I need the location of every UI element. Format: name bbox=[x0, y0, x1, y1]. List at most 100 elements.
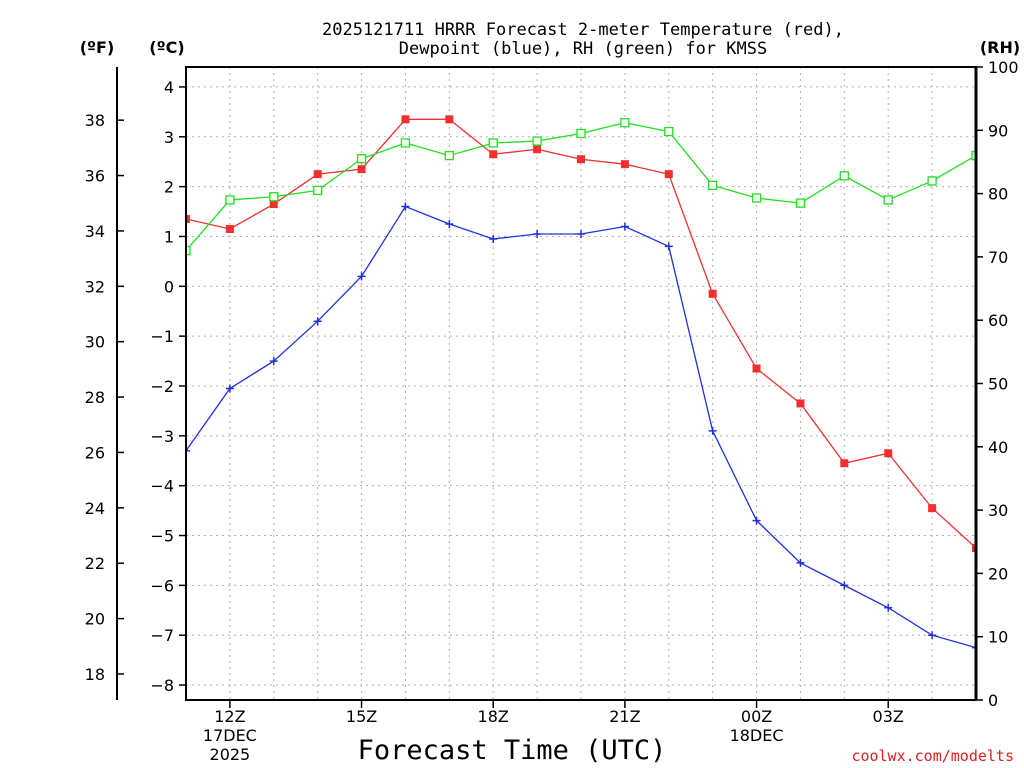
rh-tick-label: 30 bbox=[988, 501, 1008, 520]
temperature-point bbox=[401, 115, 410, 124]
dewpoint-point bbox=[489, 234, 498, 243]
dewpoint-point bbox=[620, 222, 629, 231]
x-tick-label: 15Z bbox=[346, 707, 377, 726]
temperature-point bbox=[664, 170, 673, 179]
rh-point bbox=[664, 126, 674, 137]
temperature-point bbox=[577, 155, 585, 164]
dewpoint-point bbox=[752, 516, 761, 525]
rh-point bbox=[795, 198, 806, 208]
celsius-tick-label: −8 bbox=[150, 676, 174, 695]
rh-point bbox=[883, 195, 893, 205]
rh-point bbox=[269, 192, 279, 202]
fahrenheit-tick-label: 34 bbox=[85, 222, 105, 241]
temperature-point bbox=[752, 364, 761, 373]
temperature-point bbox=[269, 200, 278, 209]
fahrenheit-tick-label: 32 bbox=[85, 277, 105, 296]
celsius-tick-label: −4 bbox=[150, 477, 174, 496]
chart-title-line2: Dewpoint (blue), RH (green) for KMSS bbox=[399, 39, 767, 59]
rh-tick-label: 0 bbox=[988, 691, 998, 710]
fahrenheit-tick-label: 18 bbox=[85, 665, 105, 684]
celsius-tick-label: 4 bbox=[164, 78, 174, 97]
dewpoint-point bbox=[928, 631, 937, 640]
fahrenheit-tick-label: 36 bbox=[85, 167, 105, 186]
rh-point bbox=[356, 154, 367, 164]
dewpoint-point bbox=[401, 202, 410, 211]
dewpoint-point bbox=[186, 446, 190, 455]
x-tick-date-label: 17DEC bbox=[203, 726, 257, 745]
temperature-point bbox=[357, 165, 366, 174]
dewpoint-point bbox=[796, 558, 805, 567]
temperature-point bbox=[186, 215, 190, 224]
celsius-tick-label: 3 bbox=[164, 128, 174, 147]
dewpoint-point bbox=[445, 220, 454, 229]
celsius-tick-label: 1 bbox=[164, 227, 174, 246]
rh-tick-label: 20 bbox=[988, 564, 1008, 583]
dewpoint-point bbox=[972, 643, 976, 652]
fahrenheit-tick-label: 22 bbox=[85, 554, 105, 573]
x-tick-label: 03Z bbox=[873, 707, 904, 726]
fahrenheit-tick-label: 20 bbox=[85, 610, 105, 629]
rh-point bbox=[313, 185, 323, 196]
temperature-point bbox=[840, 459, 849, 468]
dewpoint-point bbox=[840, 581, 849, 590]
temperature-point bbox=[708, 289, 717, 298]
celsius-tick-label: −3 bbox=[150, 427, 174, 446]
temperature-point bbox=[884, 449, 893, 458]
temperature-point bbox=[225, 224, 234, 233]
temperature-point bbox=[445, 115, 454, 124]
rh-tick-label: 80 bbox=[988, 185, 1008, 204]
rh-tick-label: 50 bbox=[988, 375, 1008, 394]
dewpoint-point bbox=[313, 317, 322, 326]
temperature-point bbox=[489, 150, 498, 159]
rh-tick-label: 100 bbox=[988, 58, 1019, 77]
celsius-tick-label: −1 bbox=[150, 327, 174, 346]
celsius-unit-label: (ºC) bbox=[149, 38, 184, 57]
celsius-tick-label: −2 bbox=[150, 377, 174, 396]
dewpoint-point bbox=[269, 357, 278, 366]
dewpoint-point bbox=[533, 229, 542, 238]
rh-point bbox=[971, 150, 976, 161]
fahrenheit-tick-label: 24 bbox=[85, 499, 105, 518]
rh-point bbox=[839, 171, 849, 181]
fahrenheit-tick-label: 38 bbox=[85, 111, 105, 130]
rh-tick-label: 90 bbox=[988, 121, 1008, 140]
rh-tick-label: 60 bbox=[988, 311, 1008, 330]
fahrenheit-tick-label: 26 bbox=[85, 443, 105, 462]
rh-tick-label: 40 bbox=[988, 438, 1008, 457]
rh-tick-label: 10 bbox=[988, 628, 1008, 647]
celsius-tick-label: −6 bbox=[150, 576, 174, 595]
series-group bbox=[186, 115, 976, 652]
temperature-point bbox=[313, 170, 322, 179]
x-tick-date-label: 18DEC bbox=[730, 726, 784, 745]
fahrenheit-unit-label: (ºF) bbox=[80, 38, 115, 57]
dewpoint-point bbox=[884, 603, 893, 612]
dewpoint-point bbox=[225, 384, 234, 393]
rh-point bbox=[400, 138, 411, 148]
temperature-point bbox=[533, 145, 542, 154]
x-tick-year-label: 2025 bbox=[210, 745, 251, 764]
rh-unit-label: (RH) bbox=[980, 38, 1020, 57]
rh-point bbox=[927, 176, 937, 186]
fahrenheit-tick-label: 28 bbox=[85, 388, 105, 407]
fahrenheit-tick-label: 30 bbox=[85, 333, 105, 352]
dewpoint-point bbox=[664, 242, 673, 251]
series-layer bbox=[186, 115, 976, 652]
rh-point bbox=[532, 136, 542, 146]
axes: 43210−1−2−3−4−5−6−7−83836343230282624222… bbox=[85, 58, 1019, 764]
rh-point bbox=[225, 195, 235, 205]
dewpoint-point bbox=[577, 229, 585, 238]
celsius-tick-label: −5 bbox=[150, 527, 174, 546]
celsius-tick-label: 0 bbox=[164, 277, 174, 296]
credit-text: coolwx.com/modelts bbox=[851, 747, 1014, 765]
celsius-tick-label: −7 bbox=[150, 626, 174, 645]
rh-point bbox=[444, 150, 454, 161]
celsius-tick-label: 2 bbox=[164, 178, 174, 197]
dewpoint-point bbox=[708, 426, 717, 435]
x-axis-title: Forecast Time (UTC) bbox=[358, 735, 667, 766]
rh-point bbox=[576, 128, 586, 139]
x-tick-label: 18Z bbox=[478, 707, 509, 726]
rh-point bbox=[488, 138, 498, 148]
rh-point bbox=[708, 180, 718, 191]
rh-tick-label: 70 bbox=[988, 248, 1008, 267]
rh-point bbox=[620, 118, 630, 128]
